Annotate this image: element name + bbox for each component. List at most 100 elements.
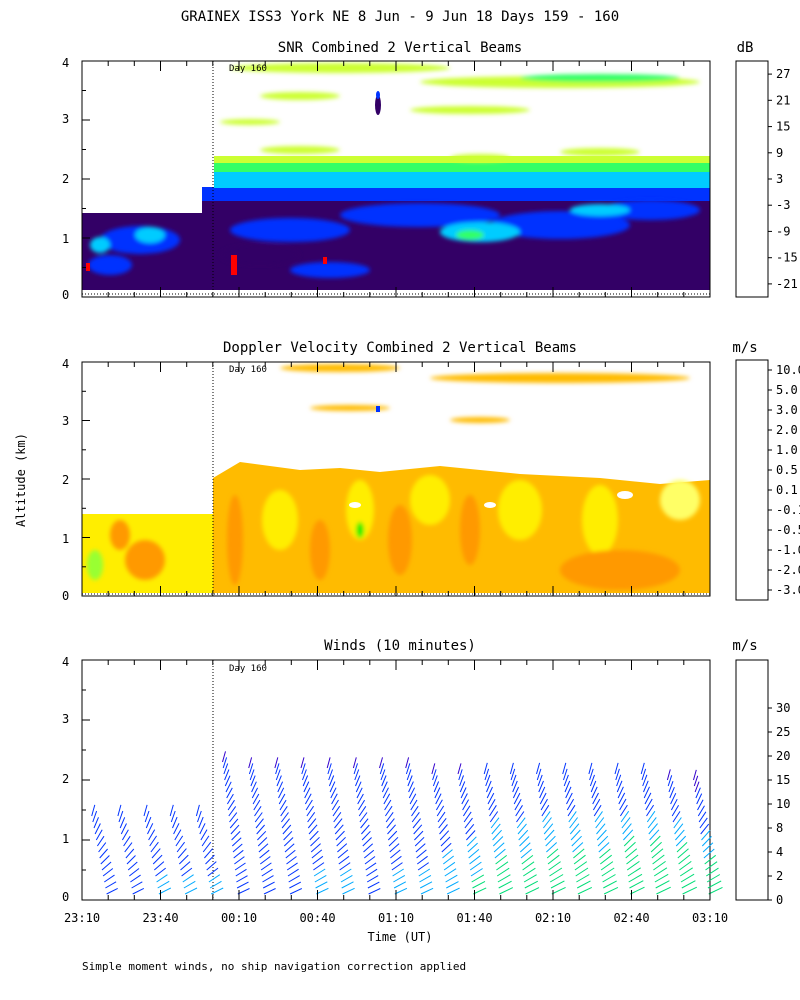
snr-y-tick-label: 0 <box>62 288 69 302</box>
wind-barb <box>696 793 703 805</box>
wind-barb <box>410 799 418 811</box>
wind-barb <box>619 798 627 811</box>
wind-barb <box>308 824 318 835</box>
wind-barb <box>640 762 645 775</box>
snr-blue-patch <box>290 262 370 278</box>
snr-y-ticks: 0 1 2 3 4 <box>62 56 69 302</box>
wind-barb <box>390 855 402 865</box>
wind-barb <box>498 880 512 889</box>
wind-barb <box>93 817 99 829</box>
wind-barb <box>338 855 350 865</box>
wind-barb <box>411 805 419 817</box>
wind-barb <box>144 810 150 823</box>
wind-barbs <box>91 751 723 895</box>
doppler-yellow-patch <box>346 480 374 540</box>
colorbar-tick-label: -3.0 <box>776 583 800 597</box>
wind-barb <box>492 829 502 841</box>
wind-barb <box>649 835 661 847</box>
wind-barb <box>147 823 154 835</box>
wind-barb <box>433 781 440 793</box>
wind-barb <box>597 835 609 847</box>
wind-barb <box>202 841 212 853</box>
wind-barb <box>649 829 660 841</box>
wind-barb <box>119 817 126 829</box>
wind-barb <box>384 805 393 817</box>
wind-barb <box>405 757 410 769</box>
wind-barb <box>391 862 403 871</box>
wind-barb <box>706 874 721 883</box>
wind-barb <box>367 881 380 889</box>
doppler-yellow-patch <box>262 490 298 550</box>
wind-barb <box>681 880 696 889</box>
winds-x-tick-labels: 23:10 23:40 00:10 00:40 01:10 01:40 02:10 02:40… <box>64 911 728 925</box>
wind-barb <box>366 875 379 883</box>
wind-barb <box>361 824 370 835</box>
wind-barb <box>571 835 582 847</box>
wind-barb <box>459 775 464 787</box>
wind-barb <box>175 835 184 847</box>
wind-barb <box>254 812 263 823</box>
snr-cyan-patch <box>90 237 110 253</box>
wind-barb <box>210 887 224 895</box>
snr-blue-patch <box>340 203 500 227</box>
winds-y-tick-label: 2 <box>62 772 69 786</box>
wind-barb <box>652 854 665 865</box>
wind-barb <box>436 805 445 817</box>
footnote: Simple moment winds, no ship navigation … <box>82 960 466 973</box>
wind-barb <box>340 868 352 877</box>
wind-barb <box>544 829 555 841</box>
winds-y-tick-label: 3 <box>62 712 69 726</box>
wind-barb <box>365 862 377 871</box>
colorbar-tick-label: -2.0 <box>776 563 800 577</box>
colorbar-tick-label: -0.5 <box>776 523 800 537</box>
wind-barb <box>130 874 141 883</box>
wind-barb <box>327 763 332 775</box>
wind-barb <box>519 836 530 847</box>
colorbar-frame <box>735 60 769 298</box>
wind-barb <box>99 848 108 859</box>
wind-barb <box>302 769 307 781</box>
wind-barb <box>444 868 457 877</box>
wind-barb <box>359 812 368 823</box>
wind-barb <box>591 786 598 799</box>
snr-blue-patch <box>230 218 350 242</box>
wind-barb <box>623 829 634 841</box>
wind-barb <box>641 768 647 781</box>
doppler-green-patch <box>87 550 103 580</box>
wind-barb <box>385 812 394 823</box>
x-tick-label: 23:40 <box>142 911 178 925</box>
snr-green-patch <box>456 230 484 240</box>
wind-barb <box>497 874 511 883</box>
x-tick-label: 00:10 <box>221 911 257 925</box>
wind-barb <box>705 861 718 871</box>
wind-barb <box>306 805 315 817</box>
wind-barb <box>706 867 719 877</box>
wind-barb <box>536 768 542 781</box>
wind-barb <box>226 787 233 799</box>
doppler-spike <box>376 406 380 412</box>
wind-barb <box>201 835 210 847</box>
wind-barb <box>94 823 101 835</box>
wind-barb <box>524 880 539 889</box>
wind-barb <box>387 824 396 835</box>
wind-barb <box>439 824 448 835</box>
wind-barb <box>303 781 310 793</box>
wind-barb <box>437 811 446 823</box>
snr-lime-patch <box>450 154 510 162</box>
wind-barb <box>468 849 480 859</box>
wind-barb <box>538 780 544 793</box>
wind-barb <box>680 873 695 883</box>
wind-barb <box>311 849 323 859</box>
wind-barb <box>353 763 358 775</box>
x-tick-marks <box>81 60 711 901</box>
wind-barb <box>250 775 256 787</box>
wind-barb <box>329 781 336 793</box>
wind-barb <box>441 842 452 853</box>
doppler-gap <box>349 502 361 508</box>
wind-barb <box>629 880 644 889</box>
wind-barb <box>176 841 185 853</box>
snr-lime-patch <box>230 63 450 73</box>
snr-title: SNR Combined 2 Vertical Beams <box>278 40 522 56</box>
wind-barb <box>253 799 261 811</box>
wind-barb <box>569 823 580 835</box>
